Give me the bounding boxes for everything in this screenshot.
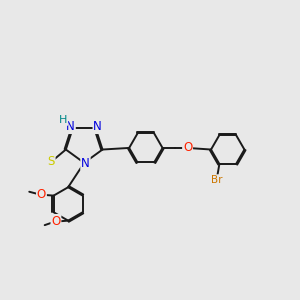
Text: H: H <box>59 115 68 125</box>
Text: O: O <box>183 141 192 154</box>
Text: Br: Br <box>211 175 223 185</box>
Text: S: S <box>47 155 55 168</box>
Text: N: N <box>66 120 75 133</box>
Text: O: O <box>51 215 61 228</box>
Text: O: O <box>37 188 46 202</box>
Text: N: N <box>81 157 90 170</box>
Text: N: N <box>93 120 102 133</box>
